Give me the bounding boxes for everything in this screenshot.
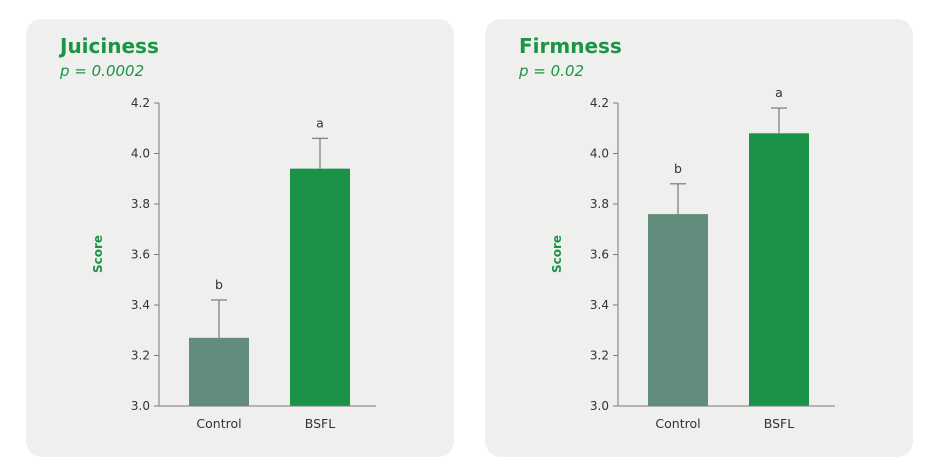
x-tick-label: BSFL <box>764 416 794 431</box>
y-axis-label: Score <box>550 235 564 273</box>
chart-subtitle: p = 0.0002 <box>60 62 145 80</box>
y-tick-label: 3.0 <box>131 399 150 413</box>
y-tick-label: 4.2 <box>590 96 609 110</box>
y-tick-label: 3.8 <box>590 197 609 211</box>
juiciness-chart: Score b Control a BSFL 3.0 3.2 3.4 3.6 3.8 4.0 4.2 <box>91 96 376 431</box>
chart-subtitle: p = 0.02 <box>519 62 585 80</box>
significance-label: b <box>674 161 682 176</box>
y-tick-label: 4.0 <box>590 147 609 161</box>
y-tick-label: 3.6 <box>590 248 609 262</box>
y-tick-label: 4.2 <box>131 96 150 110</box>
y-tick-label: 3.2 <box>590 349 609 363</box>
chart-title: Juiciness <box>60 34 159 58</box>
bar-bsfl <box>749 133 809 407</box>
bar-control <box>648 214 708 406</box>
y-tick-label: 3.8 <box>131 197 150 211</box>
firmness-chart: Score b Control a BSFL 3.0 3.2 3.4 3.6 3.8 4.0 4.2 <box>550 85 835 431</box>
y-tick-label: 3.0 <box>590 399 609 413</box>
y-tick-label: 3.2 <box>131 349 150 363</box>
significance-label: a <box>316 115 324 130</box>
juiciness-panel: Juiciness p = 0.0002 Score b Control a BSFL… <box>26 19 454 457</box>
y-tick-label: 4.0 <box>131 147 150 161</box>
bar-control <box>189 337 249 406</box>
bar-bsfl <box>290 168 350 406</box>
x-tick-label: BSFL <box>305 416 335 431</box>
y-tick-label: 3.4 <box>131 298 150 312</box>
y-tick-label: 3.6 <box>131 248 150 262</box>
chart-title: Firmness <box>519 34 622 58</box>
y-tick-label: 3.4 <box>590 298 609 312</box>
significance-label: a <box>775 85 783 100</box>
firmness-panel: Firmness p = 0.02 Score b Control a BSFL 3.0… <box>485 19 913 457</box>
significance-label: b <box>215 277 223 292</box>
y-axis-label: Score <box>91 235 105 273</box>
x-tick-label: Control <box>655 416 700 431</box>
x-tick-label: Control <box>196 416 241 431</box>
